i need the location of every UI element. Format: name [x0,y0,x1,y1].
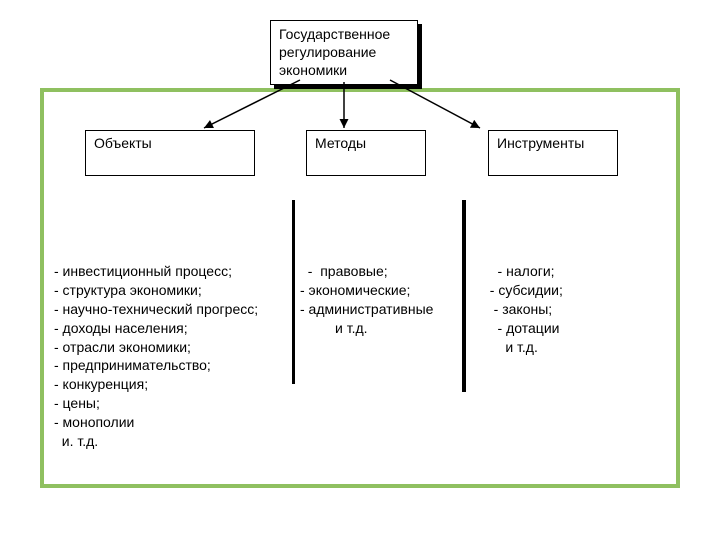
diagram-canvas: Государственное регулирование экономики … [0,0,720,540]
column-instruments: - налоги; - субсидии; - законы; - дотаци… [482,262,563,356]
column-methods: - правовые; - экономические; - администр… [300,262,433,338]
branch-label-methods: Методы [315,135,366,151]
branch-label-instruments: Инструменты [497,135,584,151]
column-objects: - инвестиционный процесс; - структура эк… [54,262,258,451]
branch-label-objects: Объекты [94,135,152,151]
arrow-right [390,80,480,128]
divider-2 [462,200,466,392]
arrow-left [204,80,300,128]
divider-1 [292,200,295,384]
branch-box-methods: Методы [306,130,426,176]
branch-box-objects: Объекты [85,130,255,176]
branch-box-instruments: Инструменты [488,130,618,176]
